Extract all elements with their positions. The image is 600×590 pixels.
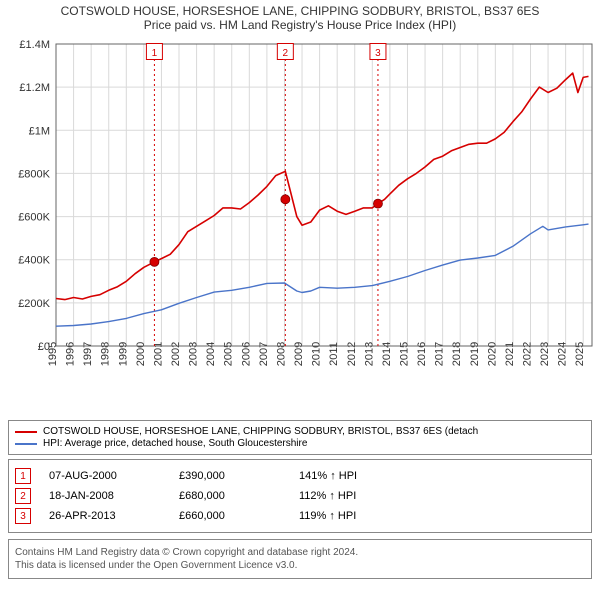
footer: Contains HM Land Registry data © Crown c…	[8, 539, 592, 579]
svg-text:£200K: £200K	[18, 298, 50, 310]
marker-hpi-3: 119% ↑ HPI	[299, 510, 356, 522]
svg-text:2005: 2005	[223, 342, 235, 366]
svg-text:2018: 2018	[451, 342, 463, 366]
svg-text:2010: 2010	[311, 342, 323, 366]
marker-table: 1 07-AUG-2000 £390,000 141% ↑ HPI 2 18-J…	[8, 459, 592, 533]
svg-text:2024: 2024	[557, 342, 569, 366]
marker-date-3: 26-APR-2013	[49, 510, 179, 522]
legend-label-2: HPI: Average price, detached house, Sout…	[43, 438, 307, 449]
svg-text:1997: 1997	[82, 342, 94, 366]
svg-text:1995: 1995	[47, 342, 59, 366]
svg-text:£1.2M: £1.2M	[19, 82, 50, 94]
svg-text:2: 2	[283, 48, 289, 59]
svg-text:2015: 2015	[398, 342, 410, 366]
svg-text:2004: 2004	[205, 342, 217, 366]
chart-area: £0£200K£400K£600K£800K£1M£1.2M£1.4M19951…	[0, 34, 600, 414]
svg-text:£800K: £800K	[18, 168, 50, 180]
marker-hpi-1: 141% ↑ HPI	[299, 470, 357, 482]
svg-text:2019: 2019	[469, 342, 481, 366]
marker-row-2: 2 18-JAN-2008 £680,000 112% ↑ HPI	[15, 488, 585, 504]
marker-badge-3: 3	[15, 508, 31, 524]
svg-text:1998: 1998	[100, 342, 112, 366]
marker-badge-1: 1	[15, 468, 31, 484]
legend-swatch-2	[15, 443, 37, 445]
svg-text:1: 1	[152, 48, 158, 59]
title-line-1: COTSWOLD HOUSE, HORSESHOE LANE, CHIPPING…	[8, 4, 592, 18]
svg-text:2020: 2020	[486, 342, 498, 366]
legend-item-2: HPI: Average price, detached house, Sout…	[15, 438, 585, 449]
svg-text:2000: 2000	[135, 342, 147, 366]
svg-text:1996: 1996	[65, 342, 77, 366]
footer-line-2: This data is licensed under the Open Gov…	[15, 559, 585, 572]
svg-text:2009: 2009	[293, 342, 305, 366]
legend: COTSWOLD HOUSE, HORSESHOE LANE, CHIPPING…	[8, 420, 592, 455]
svg-text:£1M: £1M	[29, 125, 50, 137]
svg-text:2003: 2003	[188, 342, 200, 366]
svg-text:2016: 2016	[416, 342, 428, 366]
title-line-2: Price paid vs. HM Land Registry's House …	[8, 18, 592, 32]
svg-text:1999: 1999	[117, 342, 129, 366]
marker-row-3: 3 26-APR-2013 £660,000 119% ↑ HPI	[15, 508, 585, 524]
svg-text:2022: 2022	[521, 342, 533, 366]
svg-text:2021: 2021	[504, 342, 516, 366]
legend-swatch-1	[15, 431, 37, 433]
svg-text:2006: 2006	[240, 342, 252, 366]
svg-text:2023: 2023	[539, 342, 551, 366]
legend-label-1: COTSWOLD HOUSE, HORSESHOE LANE, CHIPPING…	[43, 426, 478, 437]
chart-svg: £0£200K£400K£600K£800K£1M£1.2M£1.4M19951…	[0, 34, 600, 414]
marker-badge-2: 2	[15, 488, 31, 504]
svg-text:2013: 2013	[363, 342, 375, 366]
svg-text:2014: 2014	[381, 342, 393, 366]
marker-date-2: 18-JAN-2008	[49, 490, 179, 502]
svg-text:2007: 2007	[258, 342, 270, 366]
marker-hpi-2: 112% ↑ HPI	[299, 490, 356, 502]
chart-container: COTSWOLD HOUSE, HORSESHOE LANE, CHIPPING…	[0, 0, 600, 579]
svg-text:£1.4M: £1.4M	[19, 39, 50, 51]
svg-text:3: 3	[375, 48, 381, 59]
svg-text:£400K: £400K	[18, 255, 50, 267]
legend-item-1: COTSWOLD HOUSE, HORSESHOE LANE, CHIPPING…	[15, 426, 585, 437]
svg-text:2025: 2025	[574, 342, 586, 366]
footer-line-1: Contains HM Land Registry data © Crown c…	[15, 546, 585, 559]
marker-row-1: 1 07-AUG-2000 £390,000 141% ↑ HPI	[15, 468, 585, 484]
title-block: COTSWOLD HOUSE, HORSESHOE LANE, CHIPPING…	[0, 0, 600, 34]
svg-text:2002: 2002	[170, 342, 182, 366]
marker-price-2: £680,000	[179, 490, 299, 502]
svg-text:2012: 2012	[346, 342, 358, 366]
marker-price-1: £390,000	[179, 470, 299, 482]
marker-date-1: 07-AUG-2000	[49, 470, 179, 482]
svg-text:2017: 2017	[434, 342, 446, 366]
svg-text:£600K: £600K	[18, 212, 50, 224]
marker-price-3: £660,000	[179, 510, 299, 522]
